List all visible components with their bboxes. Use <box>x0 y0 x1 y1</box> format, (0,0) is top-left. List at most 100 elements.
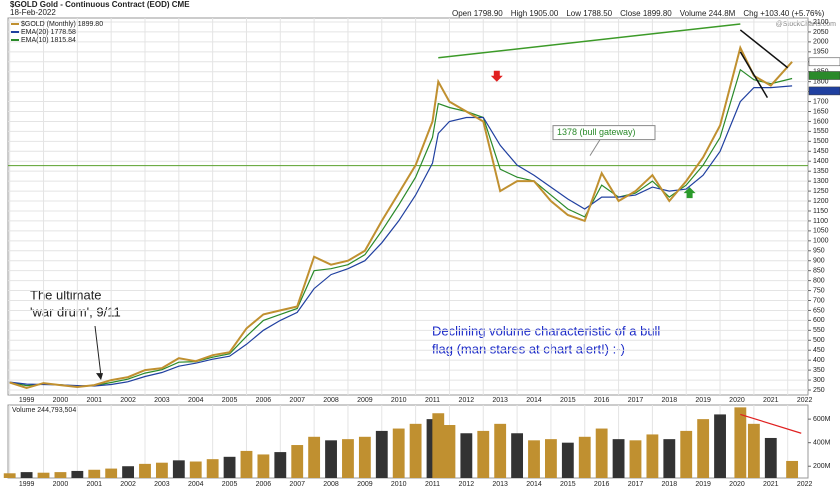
x-tick-label: 2018 <box>662 481 678 488</box>
y-tick-label: 300 <box>813 377 825 384</box>
trendline <box>739 51 769 98</box>
volume-bar <box>358 436 371 478</box>
x-tick-label: 2002 <box>120 397 136 404</box>
marker-arrow <box>683 187 696 199</box>
quote-field: High 1905.00 <box>511 9 559 18</box>
volume-bar <box>747 423 760 478</box>
volume-bar <box>223 456 236 478</box>
volume-bar <box>375 430 388 478</box>
volume-bar <box>325 440 337 478</box>
volume-bar <box>88 469 101 478</box>
volume-bar <box>37 472 50 478</box>
volume-bar <box>172 460 185 478</box>
value-tag <box>808 86 840 96</box>
volume-bar <box>477 430 490 478</box>
annotation: Declining volume characteristic of a bul… <box>432 323 660 338</box>
y-tick-label: 1950 <box>813 49 829 56</box>
trendline <box>438 23 741 59</box>
volume-label: Volume 244,793,504 <box>12 407 76 414</box>
x-tick-label: 2017 <box>628 481 644 488</box>
annotation: flag (man stares at chart alert!) :-) <box>432 341 625 356</box>
x-tick-label: 2017 <box>628 397 644 404</box>
arrow-head <box>96 373 104 381</box>
x-tick-label: 2021 <box>763 481 779 488</box>
volume-bar <box>494 423 507 478</box>
x-tick-label: 2000 <box>53 397 69 404</box>
x-tick-label: 2008 <box>323 481 339 488</box>
x-tick-label: 2003 <box>154 481 170 488</box>
quote-field: Volume 244.8M <box>680 9 736 18</box>
volume-bar <box>561 442 574 478</box>
value-tag <box>808 57 840 67</box>
x-tick-label: 2006 <box>256 481 272 488</box>
volume-bar <box>663 439 676 478</box>
x-tick-label: 1999 <box>19 481 35 488</box>
y-tick-label: 1400 <box>813 158 829 165</box>
quote-field: Chg +103.40 (+5.76%) <box>743 9 824 18</box>
y-tick-label: 1150 <box>813 208 828 215</box>
x-tick-label: 2010 <box>391 397 407 404</box>
legend-label: $GOLD (Monthly) 1899.80 <box>21 21 103 28</box>
x-tick-label: 1999 <box>19 397 35 404</box>
volume-bar <box>409 423 422 478</box>
volume-bar <box>139 463 151 478</box>
y-tick-label: 2100 <box>813 19 829 26</box>
y-tick-label: 900 <box>813 258 825 265</box>
label-box <box>552 125 656 141</box>
volume-bar <box>680 430 693 478</box>
volume-bar <box>460 433 473 478</box>
value-tag <box>808 71 840 80</box>
x-tick-label: 2015 <box>560 397 576 404</box>
y-tick-label: 1600 <box>813 118 829 125</box>
x-tick-label: 2014 <box>526 397 542 404</box>
y-tick-label: 1500 <box>813 138 829 145</box>
volume-bar <box>629 440 642 478</box>
x-tick-label: 2016 <box>594 397 610 404</box>
watermark: @StockCharts.com <box>776 21 837 28</box>
x-tick-label: 2016 <box>594 481 610 488</box>
x-tick-label: 2011 <box>425 397 440 404</box>
volume-bar <box>612 439 625 478</box>
x-tick-label: 2011 <box>425 481 440 488</box>
x-tick-label: 2005 <box>222 481 238 488</box>
marker-arrow <box>490 70 503 82</box>
y-tick-label: 250 <box>813 387 825 394</box>
volume-bar <box>544 439 557 478</box>
y-tick-label: 200M <box>813 463 831 470</box>
x-tick-label: 2020 <box>729 397 745 404</box>
y-tick-label: 600 <box>813 317 825 324</box>
y-tick-label: 1200 <box>813 198 829 205</box>
volume-bar <box>443 425 456 478</box>
x-tick-label: 2004 <box>188 397 204 404</box>
x-tick-label: 2022 <box>797 397 813 404</box>
quote-field: Low 1788.50 <box>566 9 612 18</box>
volume-bar <box>105 468 118 478</box>
y-tick-label: 850 <box>813 268 825 275</box>
x-tick-label: 2018 <box>662 397 678 404</box>
x-tick-label: 2001 <box>86 481 102 488</box>
arrow <box>94 325 102 377</box>
x-tick-label: 2001 <box>86 397 102 404</box>
volume-bar <box>240 450 253 478</box>
x-tick-label: 2008 <box>323 397 339 404</box>
y-tick-label: 1700 <box>813 98 829 105</box>
volume-bar <box>392 428 405 478</box>
legend-label: EMA(20) 1778.58 <box>21 29 76 36</box>
volume-bar <box>71 470 84 478</box>
x-tick-label: 2021 <box>763 397 779 404</box>
volume-bar <box>714 414 726 478</box>
quote-field: Open 1798.90 <box>452 9 503 18</box>
volume-panel <box>7 404 809 479</box>
series-line <box>9 44 793 390</box>
reference-label: 1378 (bull gateway) <box>557 127 636 137</box>
x-tick-label: 2006 <box>256 397 272 404</box>
y-tick-label: 650 <box>813 307 825 314</box>
volume-bar <box>308 436 321 478</box>
y-tick-label: 500 <box>813 337 825 344</box>
x-tick-label: 2022 <box>797 481 813 488</box>
y-tick-label: 1450 <box>813 148 829 155</box>
volume-bar <box>3 473 16 478</box>
y-tick-label: 700 <box>813 297 825 304</box>
annotation: 'war drum', 9/11 <box>30 304 121 319</box>
